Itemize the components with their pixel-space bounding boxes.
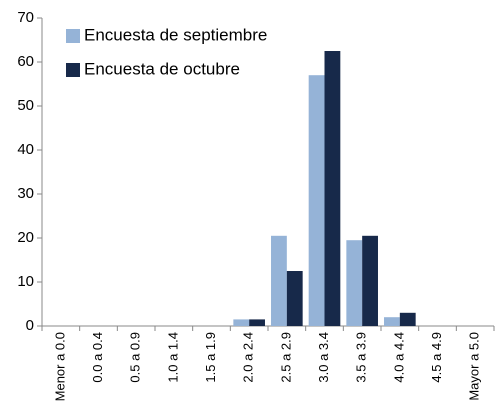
legend-label: Encuesta de octubre xyxy=(84,59,240,78)
legend-marker xyxy=(66,29,80,43)
y-tick-label: 60 xyxy=(17,53,34,70)
x-tick-label: 0.5 a 0.9 xyxy=(128,332,143,383)
x-tick-label: Mayor a 5.0 xyxy=(467,332,482,401)
x-tick-label: 0.0 a 0.4 xyxy=(90,332,105,383)
x-tick-label: 2.5 a 2.9 xyxy=(278,332,293,383)
x-tick-label: 3.0 a 3.4 xyxy=(316,332,331,383)
x-tick-label: 4.5 a 4.9 xyxy=(429,332,444,383)
bar xyxy=(286,271,303,326)
bar xyxy=(384,317,400,326)
y-tick-label: 70 xyxy=(17,9,34,26)
legend-label: Encuesta de septiembre xyxy=(84,25,267,44)
y-tick-label: 40 xyxy=(17,141,34,158)
bar xyxy=(308,75,325,326)
bar xyxy=(346,240,363,326)
y-tick-label: 20 xyxy=(17,229,34,246)
bar xyxy=(249,319,265,326)
y-tick-label: 50 xyxy=(17,97,34,114)
bar xyxy=(324,51,341,326)
x-tick-label: 4.0 a 4.4 xyxy=(391,332,406,383)
bar xyxy=(362,235,378,326)
y-tick-label: 0 xyxy=(26,317,34,334)
legend-marker xyxy=(66,63,80,77)
bar xyxy=(399,312,416,326)
bar xyxy=(271,235,287,326)
x-tick-label: 3.5 a 3.9 xyxy=(354,332,369,383)
y-tick-label: 30 xyxy=(17,185,34,202)
x-tick-label: 1.0 a 1.4 xyxy=(165,332,180,383)
x-tick-label: 1.5 a 1.9 xyxy=(203,332,218,383)
bar xyxy=(233,319,250,326)
x-tick-label: Menor a 0.0 xyxy=(52,332,67,401)
y-tick-label: 10 xyxy=(17,273,34,290)
x-tick-label: 2.0 a 2.4 xyxy=(241,332,256,383)
